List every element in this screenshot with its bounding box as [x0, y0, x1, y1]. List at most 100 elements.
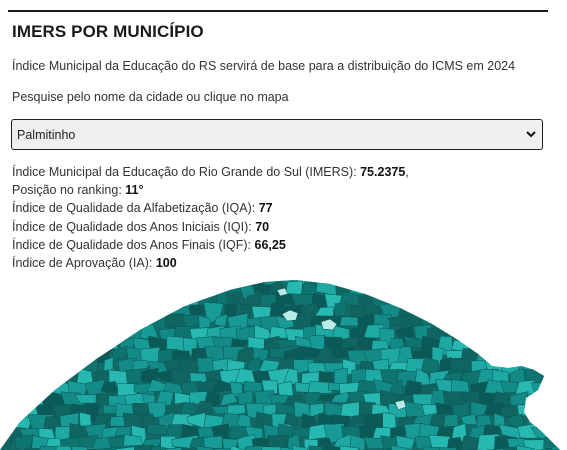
municipality-region[interactable]	[91, 281, 115, 296]
municipality-region[interactable]	[379, 280, 405, 298]
municipality-region[interactable]	[283, 411, 299, 426]
municipality-region[interactable]	[459, 281, 480, 294]
municipality-region[interactable]	[60, 347, 82, 365]
municipality-region[interactable]	[108, 282, 124, 301]
municipality-region[interactable]	[516, 445, 535, 450]
municipality-region[interactable]	[307, 381, 334, 395]
municipality-region[interactable]	[214, 313, 228, 328]
municipality-region[interactable]	[14, 280, 33, 296]
municipality-region[interactable]	[155, 280, 175, 295]
municipality-region[interactable]	[436, 272, 459, 287]
municipality-region[interactable]	[43, 304, 67, 321]
municipality-region[interactable]	[0, 281, 21, 296]
municipality-region[interactable]	[558, 391, 567, 410]
municipality-region[interactable]	[0, 391, 19, 411]
municipality-highlight[interactable]	[394, 399, 407, 411]
municipality-region[interactable]	[334, 368, 348, 385]
municipality-region[interactable]	[132, 444, 154, 450]
municipality-region[interactable]	[34, 315, 56, 328]
municipality-region[interactable]	[51, 272, 71, 290]
municipality-region[interactable]	[84, 272, 105, 289]
municipality-region[interactable]	[27, 370, 45, 384]
municipality-region[interactable]	[525, 392, 547, 412]
municipality-region[interactable]	[79, 345, 101, 358]
municipality-region[interactable]	[146, 295, 175, 307]
municipality-region[interactable]	[299, 281, 318, 298]
municipality-region[interactable]	[36, 272, 62, 285]
municipality-region[interactable]	[0, 360, 9, 374]
municipality-region[interactable]	[20, 447, 40, 450]
municipality-region[interactable]	[0, 367, 6, 381]
municipality-region[interactable]	[438, 291, 456, 305]
municipality-region[interactable]	[91, 305, 115, 317]
municipality-region[interactable]	[101, 272, 123, 289]
municipality-region[interactable]	[285, 280, 304, 296]
municipality-region[interactable]	[543, 280, 561, 300]
municipality-region[interactable]	[69, 273, 86, 283]
municipality-region[interactable]	[482, 290, 506, 309]
municipality-region[interactable]	[71, 445, 94, 450]
municipality-region[interactable]	[114, 272, 135, 292]
municipality-region[interactable]	[309, 403, 325, 418]
municipality-region[interactable]	[195, 272, 222, 286]
municipality-region[interactable]	[0, 314, 9, 329]
municipality-region[interactable]	[555, 345, 567, 364]
municipality-region[interactable]	[84, 448, 106, 450]
municipality-region[interactable]	[70, 315, 87, 331]
municipality-region[interactable]	[382, 412, 397, 430]
municipality-region[interactable]	[556, 281, 567, 296]
municipality-region[interactable]	[429, 302, 452, 321]
municipality-region[interactable]	[18, 291, 35, 312]
municipality-region[interactable]	[484, 379, 507, 394]
municipality-region[interactable]	[498, 272, 519, 283]
municipality-region[interactable]	[548, 272, 567, 288]
municipality-region[interactable]	[3, 360, 27, 373]
municipality-region[interactable]	[531, 448, 555, 450]
municipality-region[interactable]	[66, 338, 90, 351]
municipality-region[interactable]	[539, 391, 557, 407]
municipality-region[interactable]	[478, 280, 497, 303]
municipality-region[interactable]	[98, 446, 122, 450]
municipality-region[interactable]	[531, 402, 553, 418]
municipality-region[interactable]	[522, 325, 546, 337]
municipality-region[interactable]	[499, 293, 522, 305]
municipality-region[interactable]	[450, 272, 470, 288]
municipality-region[interactable]	[406, 272, 424, 289]
municipality-region[interactable]	[148, 445, 172, 450]
municipality-region[interactable]	[123, 434, 143, 447]
municipality-region[interactable]	[76, 280, 97, 297]
municipality-region[interactable]	[523, 345, 549, 365]
municipality-region[interactable]	[429, 280, 447, 301]
municipality-region[interactable]	[27, 304, 46, 320]
municipality-region[interactable]	[211, 379, 233, 393]
municipality-region[interactable]	[101, 292, 118, 313]
municipality-region[interactable]	[0, 337, 11, 357]
municipality-region[interactable]	[445, 350, 463, 359]
municipality-region[interactable]	[444, 304, 465, 321]
rs-municipality-map[interactable]	[0, 272, 567, 450]
municipality-region[interactable]	[551, 381, 567, 399]
municipality-region[interactable]	[2, 293, 27, 313]
municipality-region[interactable]	[485, 315, 502, 327]
municipality-region[interactable]	[226, 445, 246, 450]
municipality-region[interactable]	[211, 272, 228, 289]
city-select[interactable]: Palmitinho	[11, 119, 543, 150]
municipality-region[interactable]	[509, 280, 532, 295]
municipality-region[interactable]	[410, 280, 437, 297]
municipality-region[interactable]	[563, 403, 567, 418]
municipality-region[interactable]	[330, 391, 351, 404]
municipality-region[interactable]	[524, 280, 549, 296]
municipality-region[interactable]	[372, 272, 393, 286]
municipality-region[interactable]	[34, 335, 59, 351]
municipality-region[interactable]	[115, 291, 134, 306]
municipality-region[interactable]	[0, 423, 8, 438]
municipality-region[interactable]	[530, 382, 554, 396]
municipality-region[interactable]	[12, 302, 40, 321]
municipality-region[interactable]	[397, 282, 414, 299]
municipality-region[interactable]	[471, 312, 490, 333]
municipality-region[interactable]	[421, 446, 447, 450]
municipality-region[interactable]	[492, 346, 511, 367]
municipality-region[interactable]	[164, 447, 187, 450]
municipality-region[interactable]	[548, 361, 567, 379]
municipality-region[interactable]	[198, 315, 211, 329]
